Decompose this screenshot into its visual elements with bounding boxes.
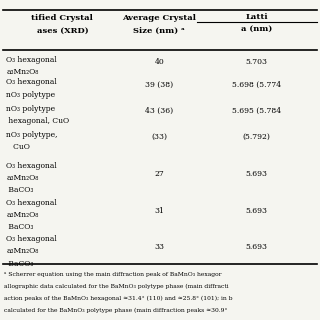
Text: nO₃ polytype: nO₃ polytype — [6, 105, 56, 113]
Text: ases (XRD): ases (XRD) — [36, 27, 88, 35]
Text: a₃Mn₂O₈: a₃Mn₂O₈ — [6, 247, 39, 255]
Text: a₃Mn₂O₈: a₃Mn₂O₈ — [6, 68, 39, 76]
Text: 31: 31 — [154, 207, 164, 215]
Text: BaCO₃: BaCO₃ — [6, 223, 34, 231]
Text: (33): (33) — [151, 132, 167, 141]
Text: O₃ hexagonal: O₃ hexagonal — [6, 162, 57, 170]
Text: 5.693: 5.693 — [246, 243, 268, 252]
Text: 27: 27 — [154, 170, 164, 178]
Text: 5.703: 5.703 — [246, 58, 268, 66]
Text: hexagonal, CuO: hexagonal, CuO — [6, 117, 69, 125]
Text: BaCO₃: BaCO₃ — [6, 260, 34, 268]
Text: 33: 33 — [154, 243, 164, 252]
Text: 40: 40 — [154, 58, 164, 66]
Text: nO₃ polytype: nO₃ polytype — [6, 91, 56, 99]
Text: O₃ hexagonal: O₃ hexagonal — [6, 78, 57, 86]
Text: 39 (38): 39 (38) — [145, 81, 173, 88]
Text: a₃Mn₂O₈: a₃Mn₂O₈ — [6, 174, 39, 182]
Text: O₃ hexagonal: O₃ hexagonal — [6, 56, 57, 64]
Text: Latti: Latti — [245, 13, 268, 21]
Text: O₃ hexagonal: O₃ hexagonal — [6, 199, 57, 207]
Text: 5.693: 5.693 — [246, 207, 268, 215]
Text: 5.698 (5.774: 5.698 (5.774 — [232, 81, 281, 88]
Text: 43 (36): 43 (36) — [145, 107, 173, 115]
Text: Average Crystal: Average Crystal — [122, 14, 196, 22]
Text: (5.792): (5.792) — [243, 132, 271, 141]
Text: a₃Mn₂O₈: a₃Mn₂O₈ — [6, 211, 39, 219]
Text: 5.695 (5.784: 5.695 (5.784 — [232, 107, 281, 115]
Text: CuO: CuO — [6, 143, 30, 151]
Text: BaCO₃: BaCO₃ — [6, 186, 34, 194]
Text: allographic data calculated for the BaMnO₃ polytype phase (main diffracti: allographic data calculated for the BaMn… — [4, 284, 228, 289]
Text: tified Crystal: tified Crystal — [31, 14, 93, 22]
Text: calculated for the BaMnO₃ polytype phase (main diffraction peaks ≈30.9°: calculated for the BaMnO₃ polytype phase… — [4, 308, 227, 313]
Text: 5.693: 5.693 — [246, 170, 268, 178]
Text: ᵃ Scherrer equation using the main diffraction peak of BaMnO₃ hexagor: ᵃ Scherrer equation using the main diffr… — [4, 272, 221, 277]
Text: Size (nm) ᵃ: Size (nm) ᵃ — [133, 27, 185, 35]
Text: action peaks of the BaMnO₃ hexagonal ≈31.4° (110) and ≈25.8° (101); in b: action peaks of the BaMnO₃ hexagonal ≈31… — [4, 296, 232, 301]
Text: a (nm): a (nm) — [241, 25, 272, 33]
Text: O₃ hexagonal: O₃ hexagonal — [6, 235, 57, 243]
Text: nO₃ polytype,: nO₃ polytype, — [6, 131, 58, 139]
